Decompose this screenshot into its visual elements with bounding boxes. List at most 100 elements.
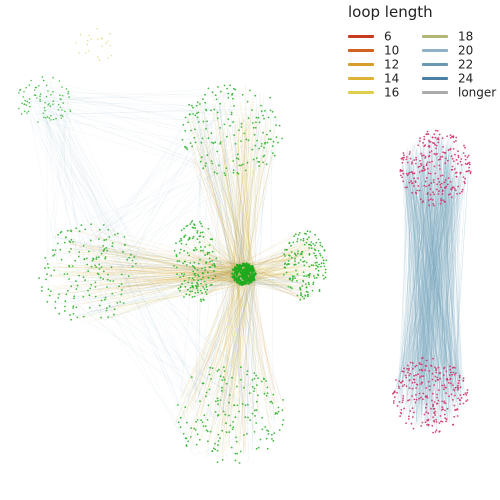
network-node — [120, 273, 123, 276]
network-edge — [434, 132, 463, 404]
network-node — [214, 275, 217, 277]
network-edge — [195, 268, 236, 289]
network-edge — [243, 268, 316, 289]
network-node — [200, 249, 202, 252]
network-edge — [406, 180, 440, 411]
network-node — [447, 149, 450, 152]
network-node — [191, 277, 194, 280]
network-node — [205, 429, 208, 432]
network-edge — [33, 102, 236, 136]
network-node — [106, 286, 108, 288]
network-edge — [420, 150, 456, 397]
network-node — [184, 260, 186, 263]
network-edge — [414, 193, 431, 415]
network-node — [318, 288, 321, 291]
network-edge — [445, 151, 457, 399]
network-node — [420, 396, 422, 399]
network-node — [191, 290, 194, 293]
network-edge — [416, 192, 423, 428]
network-node — [435, 188, 438, 191]
network-node — [253, 431, 256, 433]
network-node — [207, 227, 210, 230]
network-node — [430, 150, 433, 152]
network-node — [402, 180, 405, 183]
network-node — [255, 409, 258, 412]
network-node — [229, 394, 231, 396]
network-edge — [225, 264, 252, 451]
network-node — [200, 282, 202, 285]
network-edge — [421, 202, 427, 417]
network-edge — [237, 96, 262, 267]
network-node — [78, 230, 81, 233]
network-edge — [245, 129, 268, 274]
network-edge — [42, 95, 69, 288]
network-edge — [223, 149, 244, 274]
legend-swatch — [422, 77, 448, 80]
network-node — [271, 438, 273, 440]
network-node — [437, 389, 440, 391]
network-node — [23, 91, 25, 93]
network-node — [420, 368, 423, 371]
network-node — [205, 293, 208, 295]
network-edge — [176, 265, 244, 273]
network-node — [427, 412, 430, 415]
network-node — [39, 100, 41, 102]
network-edge — [429, 185, 456, 365]
network-node — [236, 452, 239, 455]
network-node — [243, 434, 245, 436]
network-edge — [398, 170, 433, 386]
network-edge — [402, 191, 413, 377]
network-node — [283, 253, 285, 256]
network-edge — [52, 252, 240, 266]
network-edge — [88, 275, 235, 323]
network-node — [313, 277, 316, 279]
network-edge — [187, 272, 235, 284]
network-edge — [428, 184, 442, 419]
network-node — [52, 100, 54, 102]
network-edge — [246, 271, 314, 296]
network-node — [260, 145, 263, 148]
network-node — [420, 383, 422, 385]
network-node — [235, 278, 238, 281]
network-node — [428, 140, 431, 143]
network-node — [18, 107, 20, 110]
network-node — [233, 134, 236, 137]
network-edge — [54, 120, 225, 306]
network-node — [408, 399, 411, 401]
network-node — [403, 384, 406, 386]
network-node — [317, 273, 319, 276]
network-node — [425, 411, 428, 413]
network-node — [406, 186, 408, 189]
network-node — [228, 414, 231, 417]
network-node — [398, 387, 401, 389]
network-edge — [426, 192, 433, 428]
network-node — [72, 307, 74, 309]
network-edge — [245, 277, 306, 288]
network-edge — [420, 186, 432, 415]
network-node — [444, 417, 447, 420]
network-edge — [397, 190, 431, 392]
network-node — [175, 266, 178, 269]
network-node — [188, 254, 191, 257]
network-node — [465, 394, 468, 396]
network-edge — [251, 263, 317, 282]
network-node — [435, 368, 437, 370]
network-node — [434, 172, 437, 175]
network-node — [437, 141, 440, 144]
network-node — [289, 286, 292, 289]
network-node — [77, 255, 80, 258]
network-node — [269, 130, 272, 132]
network-node — [99, 276, 102, 279]
network-node — [412, 427, 415, 430]
network-edge — [420, 181, 434, 376]
network-edge — [205, 280, 235, 296]
network-node — [261, 428, 264, 431]
network-node — [444, 402, 447, 405]
network-node — [39, 98, 41, 101]
network-node — [71, 265, 74, 267]
network-node — [202, 276, 205, 279]
network-node — [419, 159, 421, 162]
network-node — [238, 268, 241, 272]
network-node — [217, 86, 219, 88]
network-edge — [442, 200, 452, 387]
